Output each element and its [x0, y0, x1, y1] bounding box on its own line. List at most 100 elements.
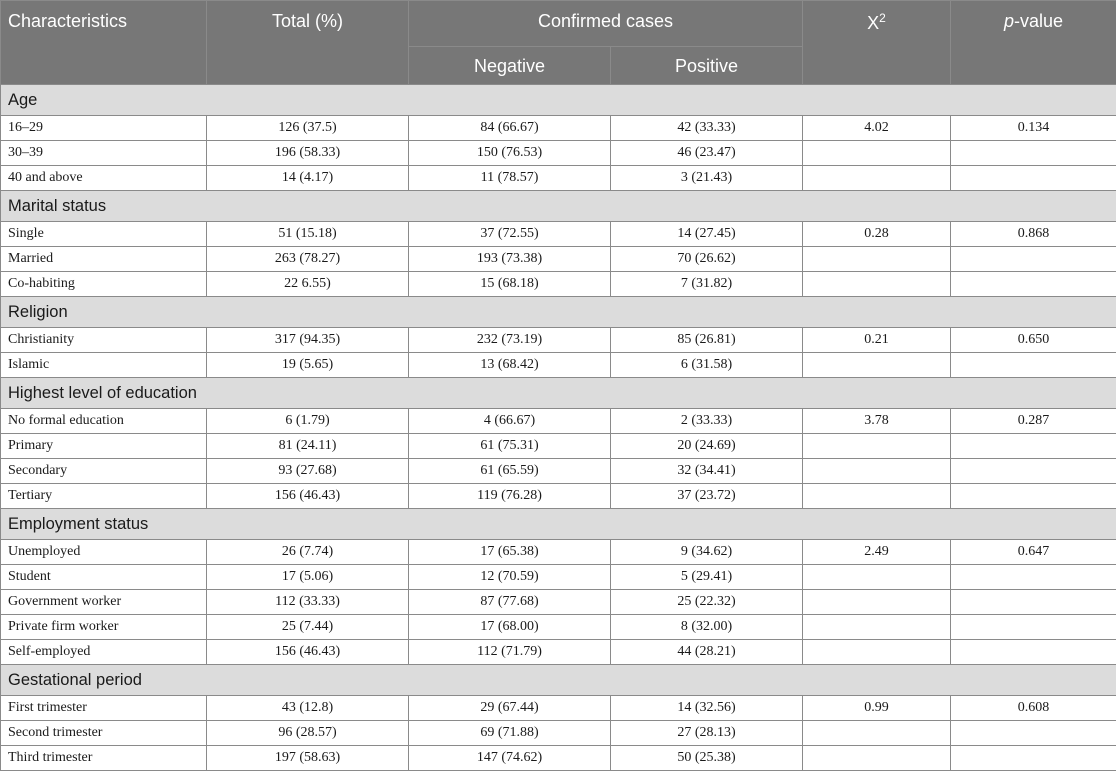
chi-square-cell: [803, 247, 951, 272]
chi-square-cell: [803, 746, 951, 771]
positive-cell: 14 (27.45): [611, 222, 803, 247]
negative-cell: 15 (68.18): [409, 272, 611, 297]
label-cell: Co-habiting: [1, 272, 207, 297]
positive-cell: 14 (32.56): [611, 696, 803, 721]
p-value-cell: [951, 166, 1116, 191]
positive-cell: 8 (32.00): [611, 615, 803, 640]
negative-cell: 17 (65.38): [409, 540, 611, 565]
header-p-value: p-value: [951, 1, 1116, 85]
label-cell: Second trimester: [1, 721, 207, 746]
p-value-cell: [951, 721, 1116, 746]
header-chi-square: X2: [803, 1, 951, 85]
chi-square-cell: 0.28: [803, 222, 951, 247]
chi-square-cell: [803, 353, 951, 378]
p-value-cell: 0.608: [951, 696, 1116, 721]
chi-square-cell: [803, 272, 951, 297]
negative-cell: 29 (67.44): [409, 696, 611, 721]
total-cell: 17 (5.06): [207, 565, 409, 590]
chi-square-cell: [803, 721, 951, 746]
negative-cell: 150 (76.53): [409, 141, 611, 166]
label-cell: Secondary: [1, 459, 207, 484]
chi-square-cell: 0.99: [803, 696, 951, 721]
header-total: Total (%): [207, 1, 409, 85]
p-value-cell: [951, 459, 1116, 484]
positive-cell: 7 (31.82): [611, 272, 803, 297]
negative-cell: 232 (73.19): [409, 328, 611, 353]
header-confirmed-cases: Confirmed cases: [409, 1, 803, 47]
p-suffix: -value: [1014, 11, 1063, 31]
label-cell: Married: [1, 247, 207, 272]
p-value-cell: [951, 272, 1116, 297]
total-cell: 6 (1.79): [207, 409, 409, 434]
header-positive: Positive: [611, 47, 803, 85]
chi-square-cell: [803, 590, 951, 615]
chi-square-cell: [803, 615, 951, 640]
label-cell: No formal education: [1, 409, 207, 434]
total-cell: 96 (28.57): [207, 721, 409, 746]
header-characteristics: Characteristics: [1, 1, 207, 85]
p-value-cell: [951, 434, 1116, 459]
total-cell: 93 (27.68): [207, 459, 409, 484]
label-cell: Primary: [1, 434, 207, 459]
group-row: Gestational period: [1, 665, 1116, 696]
total-cell: 156 (46.43): [207, 484, 409, 509]
chi-square-cell: 2.49: [803, 540, 951, 565]
negative-cell: 12 (70.59): [409, 565, 611, 590]
total-cell: 263 (78.27): [207, 247, 409, 272]
p-value-cell: 0.868: [951, 222, 1116, 247]
label-cell: Single: [1, 222, 207, 247]
positive-cell: 9 (34.62): [611, 540, 803, 565]
label-cell: 30–39: [1, 141, 207, 166]
group-row: Religion: [1, 297, 1116, 328]
chi-square-cell: [803, 141, 951, 166]
table-header: Characteristics Total (%) Confirmed case…: [1, 1, 1116, 85]
negative-cell: 61 (65.59): [409, 459, 611, 484]
chi-square-cell: 4.02: [803, 116, 951, 141]
header-negative: Negative: [409, 47, 611, 85]
total-cell: 112 (33.33): [207, 590, 409, 615]
positive-cell: 37 (23.72): [611, 484, 803, 509]
p-value-cell: 0.647: [951, 540, 1116, 565]
group-title: Age: [1, 85, 1116, 116]
chi-square-cell: [803, 434, 951, 459]
p-value-cell: [951, 640, 1116, 665]
total-cell: 43 (12.8): [207, 696, 409, 721]
positive-cell: 5 (29.41): [611, 565, 803, 590]
chi-square-cell: [803, 484, 951, 509]
total-cell: 22 6.55): [207, 272, 409, 297]
positive-cell: 27 (28.13): [611, 721, 803, 746]
negative-cell: 147 (74.62): [409, 746, 611, 771]
total-cell: 26 (7.74): [207, 540, 409, 565]
total-cell: 19 (5.65): [207, 353, 409, 378]
group-row: Marital status: [1, 191, 1116, 222]
negative-cell: 37 (72.55): [409, 222, 611, 247]
positive-cell: 2 (33.33): [611, 409, 803, 434]
label-cell: 40 and above: [1, 166, 207, 191]
p-value-cell: [951, 565, 1116, 590]
positive-cell: 3 (21.43): [611, 166, 803, 191]
group-row: Age: [1, 85, 1116, 116]
p-value-cell: [951, 353, 1116, 378]
group-title: Gestational period: [1, 665, 1116, 696]
p-italic: p: [1004, 11, 1014, 31]
positive-cell: 32 (34.41): [611, 459, 803, 484]
positive-cell: 46 (23.47): [611, 141, 803, 166]
p-value-cell: 0.134: [951, 116, 1116, 141]
